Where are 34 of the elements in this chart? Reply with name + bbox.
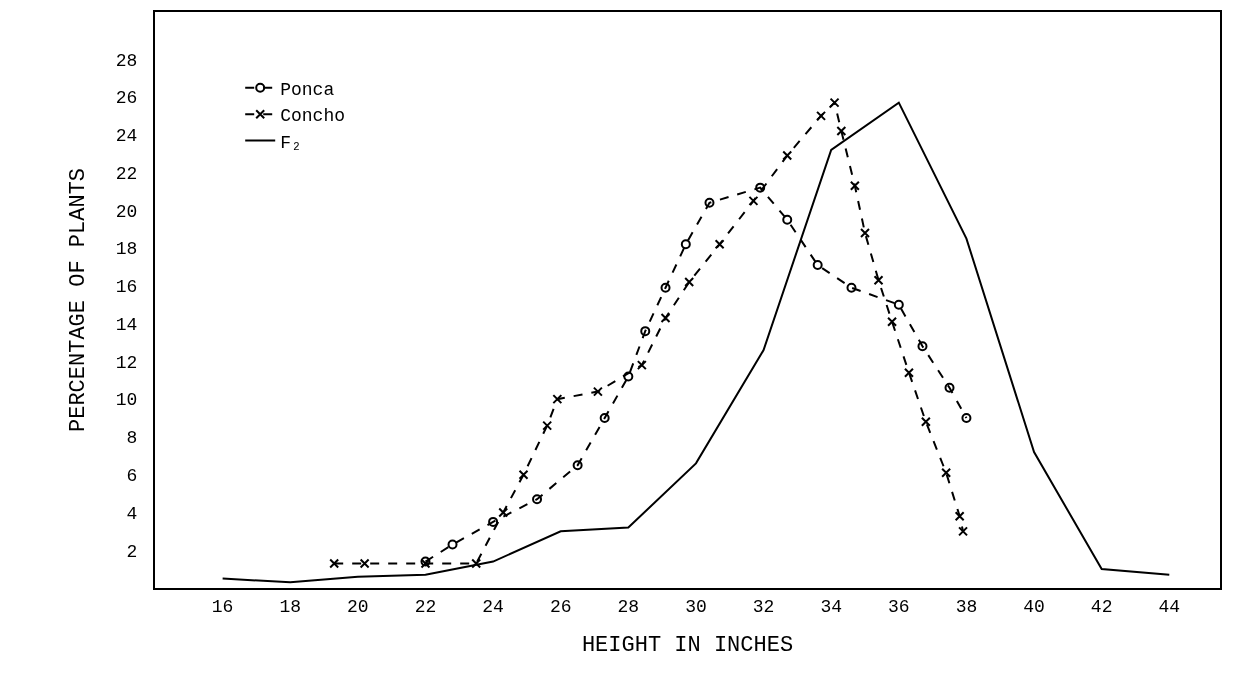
x-tick-label: 40	[1023, 596, 1045, 617]
x-tick-label: 16	[211, 596, 234, 617]
y-tick-label: 24	[115, 126, 138, 147]
x-tick-label: 18	[279, 596, 302, 617]
x-tick-label: 44	[1158, 596, 1181, 617]
y-tick-label: 14	[115, 314, 138, 335]
y-tick-label: 2	[126, 541, 138, 562]
x-tick-label: 28	[617, 596, 640, 617]
legend-label: Concho	[280, 106, 346, 127]
y-tick-label: 22	[115, 163, 138, 184]
x-tick-label: 26	[549, 596, 572, 617]
legend-label: F₂	[280, 132, 302, 153]
legend-label: Ponca	[280, 79, 335, 100]
x-tick-label: 36	[888, 596, 910, 617]
y-tick-label: 8	[126, 428, 138, 449]
x-tick-label: 38	[955, 596, 978, 617]
x-tick-label: 20	[347, 596, 369, 617]
x-axis-title: HEIGHT IN INCHES	[581, 633, 794, 658]
x-tick-label: 24	[482, 596, 504, 617]
y-tick-label: 18	[115, 239, 138, 260]
y-tick-label: 12	[115, 352, 138, 373]
y-tick-label: 20	[115, 201, 138, 222]
y-tick-label: 6	[126, 465, 138, 486]
y-axis-title: PERCENTAGE OF PLANTS	[66, 167, 92, 433]
y-tick-label: 10	[115, 390, 138, 411]
y-tick-label: 16	[115, 277, 138, 298]
x-tick-label: 30	[685, 596, 707, 617]
x-tick-label: 34	[820, 596, 842, 617]
x-tick-label: 42	[1090, 596, 1113, 617]
y-tick-label: 4	[126, 503, 138, 524]
y-tick-label: 26	[115, 88, 138, 109]
x-tick-label: 32	[752, 596, 775, 617]
x-tick-label: 22	[414, 596, 437, 617]
y-tick-label: 28	[115, 50, 138, 71]
